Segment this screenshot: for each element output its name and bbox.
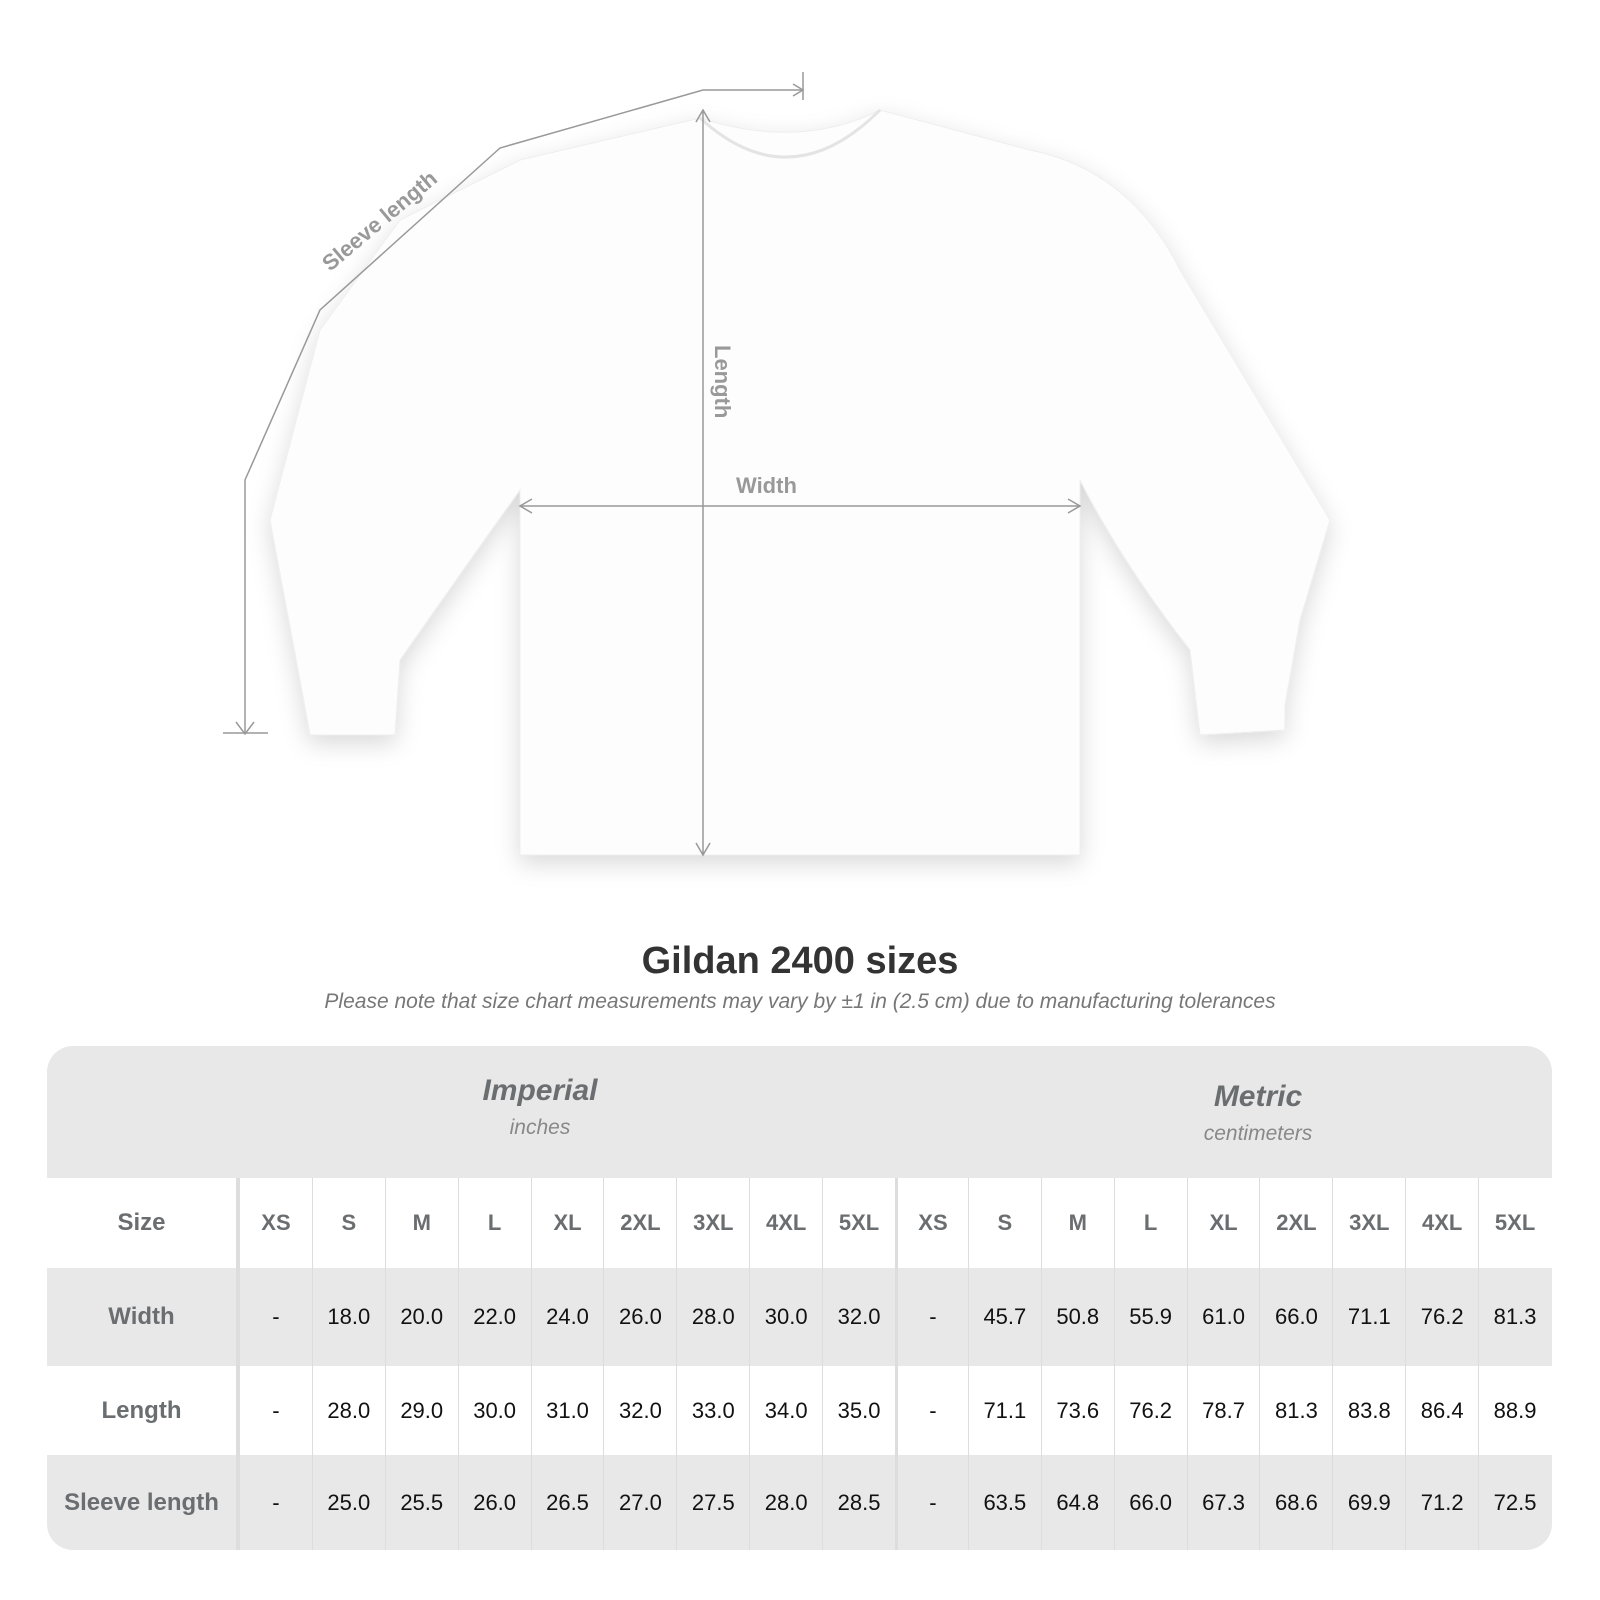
shirt-shape: [269, 109, 1331, 856]
value-cell-imperial: 28.0: [311, 1366, 385, 1455]
value-cell-metric: 64.8: [1040, 1455, 1114, 1550]
value-cell-imperial: 26.0: [457, 1455, 531, 1550]
value-cell-metric: 50.8: [1040, 1268, 1114, 1366]
table-row-width: Width -18.0 20.0 22.0 24.0 26.0 28.0 30.0 32.0-4…: [47, 1268, 1552, 1366]
value-cell-metric: 73.6: [1040, 1366, 1114, 1455]
value-cell-imperial: 18.0: [311, 1268, 385, 1366]
value-cell-imperial: 22.0: [457, 1268, 531, 1366]
size-header-metric: 4XL: [1405, 1178, 1478, 1268]
row-label: Width: [47, 1268, 239, 1366]
value-cell-imperial: 28.0: [749, 1455, 822, 1550]
value-cell-metric: 86.4: [1405, 1366, 1478, 1455]
value-cell-imperial: 30.0: [749, 1268, 822, 1366]
value-cell-imperial: 30.0: [457, 1366, 531, 1455]
value-cell-imperial: 32.0: [822, 1268, 895, 1366]
value-cell-imperial: -: [239, 1455, 312, 1550]
size-header-metric: 2XL: [1259, 1178, 1332, 1268]
value-cell-metric: 71.1: [1332, 1268, 1405, 1366]
value-cell-metric: 67.3: [1186, 1455, 1260, 1550]
metric-header: Metric centimeters: [933, 1080, 1552, 1146]
value-cell-imperial: 27.5: [676, 1455, 749, 1550]
value-cell-metric: 66.0: [1113, 1455, 1187, 1550]
value-cell-imperial: 31.0: [530, 1366, 604, 1455]
size-header-metric: M: [1040, 1178, 1114, 1268]
size-header-metric: S: [967, 1178, 1041, 1268]
value-cell-imperial: 33.0: [676, 1366, 749, 1455]
value-cell-metric: 71.1: [967, 1366, 1041, 1455]
value-cell-imperial: -: [239, 1268, 312, 1366]
row-label: Length: [47, 1366, 239, 1455]
imperial-title: Imperial: [482, 1074, 598, 1107]
size-header-imperial: XL: [530, 1178, 604, 1268]
value-cell-imperial: 32.0: [603, 1366, 676, 1455]
size-header-imperial: L: [457, 1178, 531, 1268]
value-cell-imperial: -: [239, 1366, 312, 1455]
shirt-diagram: Sleeve length Length Width: [223, 72, 1331, 857]
value-cell-imperial: 27.0: [603, 1455, 676, 1550]
page-title: Gildan 2400 sizes: [641, 940, 959, 982]
value-cell-metric: 63.5: [967, 1455, 1041, 1550]
value-cell-imperial: 35.0: [822, 1366, 895, 1455]
tolerance-note: Please note that size chart measurements…: [324, 990, 1276, 1013]
value-cell-metric: 71.2: [1405, 1455, 1478, 1550]
value-cell-imperial: 24.0: [530, 1268, 604, 1366]
value-cell-metric: -: [895, 1455, 968, 1550]
value-cell-metric: 69.9: [1332, 1455, 1405, 1550]
value-cell-imperial: 28.5: [822, 1455, 895, 1550]
size-header-imperial: XS: [239, 1178, 312, 1268]
size-header-metric: 5XL: [1478, 1178, 1551, 1268]
size-header-metric: L: [1113, 1178, 1187, 1268]
row-label: Size: [47, 1178, 239, 1268]
length-measure-line: [695, 108, 711, 857]
value-cell-imperial: 26.5: [530, 1455, 604, 1550]
table-row-sleeve-length: Sleeve length -25.0 25.5 26.0 26.5 27.0 27.5 28…: [47, 1455, 1552, 1550]
table-row-length: Length -28.0 29.0 30.0 31.0 32.0 33.0 34.0 35.0-…: [47, 1366, 1552, 1455]
imperial-unit: inches: [509, 1116, 571, 1139]
value-cell-metric: 78.7: [1186, 1366, 1260, 1455]
width-measure-line: [518, 498, 1082, 514]
value-cell-imperial: 20.0: [384, 1268, 458, 1366]
value-cell-metric: 61.0: [1186, 1268, 1260, 1366]
size-header-imperial: 4XL: [749, 1178, 822, 1268]
value-cell-metric: 55.9: [1113, 1268, 1187, 1366]
row-label: Sleeve length: [47, 1455, 239, 1550]
size-header-imperial: 2XL: [603, 1178, 676, 1268]
value-cell-metric: 76.2: [1405, 1268, 1478, 1366]
sleeve-measure-line: [244, 89, 803, 733]
value-cell-imperial: 26.0: [603, 1268, 676, 1366]
size-header-metric: XS: [895, 1178, 968, 1268]
size-table: Imperial inches Metric centimeters Size X…: [47, 1046, 1552, 1550]
value-cell-metric: -: [895, 1268, 968, 1366]
value-cell-metric: 83.8: [1332, 1366, 1405, 1455]
value-cell-imperial: 34.0: [749, 1366, 822, 1455]
metric-title: Metric: [1213, 1080, 1303, 1113]
value-cell-imperial: 25.5: [384, 1455, 458, 1550]
imperial-header: Imperial inches: [215, 1074, 865, 1140]
value-cell-metric: 88.9: [1478, 1366, 1551, 1455]
value-cell-metric: -: [895, 1366, 968, 1455]
size-header-row: Size XS S M L XL 2XL 3XL 4XL 5XL XS S M L XL 2XL 3XL 4XL 5…: [47, 1178, 1552, 1268]
width-label: Width: [736, 473, 797, 498]
value-cell-imperial: 28.0: [676, 1268, 749, 1366]
size-header-metric: XL: [1186, 1178, 1260, 1268]
value-cell-metric: 72.5: [1478, 1455, 1551, 1550]
value-cell-metric: 81.3: [1478, 1268, 1551, 1366]
size-header-imperial: 5XL: [822, 1178, 895, 1268]
size-header-imperial: S: [311, 1178, 385, 1268]
value-cell-metric: 81.3: [1259, 1366, 1332, 1455]
metric-unit: centimeters: [1203, 1122, 1313, 1145]
value-cell-metric: 66.0: [1259, 1268, 1332, 1366]
value-cell-imperial: 25.0: [311, 1455, 385, 1550]
value-cell-metric: 76.2: [1113, 1366, 1187, 1455]
size-header-imperial: M: [384, 1178, 458, 1268]
length-label: Length: [710, 345, 735, 418]
value-cell-imperial: 29.0: [384, 1366, 458, 1455]
size-header-metric: 3XL: [1332, 1178, 1405, 1268]
value-cell-metric: 68.6: [1259, 1455, 1332, 1550]
value-cell-metric: 45.7: [967, 1268, 1041, 1366]
size-header-imperial: 3XL: [676, 1178, 749, 1268]
